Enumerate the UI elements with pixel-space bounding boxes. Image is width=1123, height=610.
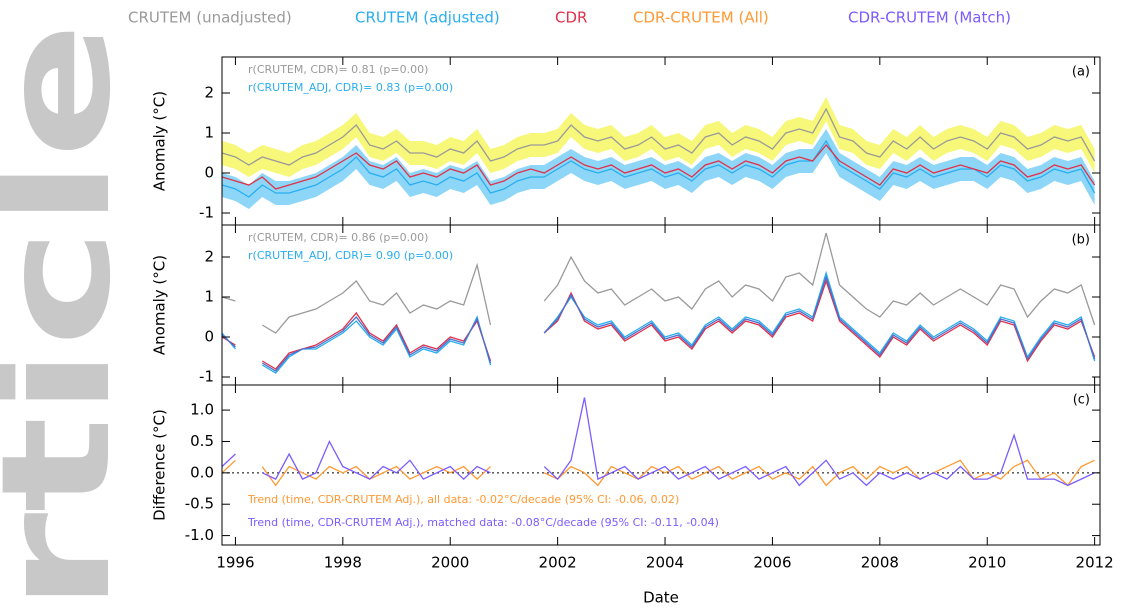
x-tick-label: 2004 (646, 554, 684, 572)
panel-label: (c) (1073, 393, 1090, 408)
annotation: r(CRUTEM_ADJ, CDR)= 0.83 (p=0.00) (248, 81, 453, 94)
plot-area (222, 97, 1096, 209)
y-tick-label: 2 (204, 84, 214, 102)
annotation: r(CRUTEM_ADJ, CDR)= 0.90 (p=0.00) (248, 249, 453, 262)
annotation: r(CRUTEM, CDR)= 0.86 (p=0.00) (248, 231, 428, 244)
series-line (222, 143, 1096, 190)
x-axis-label: Date (643, 589, 679, 607)
legend-entry: CDR (555, 9, 587, 27)
y-tick-label: -1 (199, 204, 214, 222)
y-tick-label: 2 (204, 248, 214, 266)
y-tick-label: -1 (199, 368, 214, 386)
y-axis-label: Anomaly (°C) (151, 255, 169, 355)
plot-area (222, 232, 1096, 374)
x-tick-label: 2010 (968, 554, 1006, 572)
series-line (222, 232, 1096, 334)
panel-label: (b) (1072, 233, 1090, 248)
watermark: rticle (0, 22, 144, 610)
legend-entry: CDR-CRUTEM (Match) (848, 9, 1011, 27)
x-tick-label: 2008 (861, 554, 899, 572)
x-tick-label: 2002 (539, 554, 577, 572)
annotation: r(CRUTEM, CDR)= 0.81 (p=0.00) (248, 63, 428, 76)
y-tick-label: 0 (204, 164, 214, 182)
x-tick-label: 1998 (324, 554, 362, 572)
y-tick-label: 1 (204, 124, 214, 142)
x-tick-label: 2012 (1076, 554, 1114, 572)
series-line (222, 397, 1095, 487)
plot-area (222, 397, 1100, 487)
x-tick-label: 1996 (216, 554, 254, 572)
series-line (222, 107, 1096, 166)
series-line (222, 139, 1096, 198)
y-tick-label: -1.0 (185, 526, 214, 544)
uncertainty-band (222, 97, 1095, 177)
panel-label: (a) (1072, 65, 1090, 80)
y-tick-label: 1 (204, 288, 214, 306)
legend-entry: CRUTEM (unadjusted) (128, 9, 292, 27)
series-line (222, 270, 1096, 374)
y-tick-label: 0 (204, 328, 214, 346)
y-tick-label: 0.0 (190, 463, 214, 481)
y-axis-label: Anomaly (°C) (151, 91, 169, 191)
x-tick-label: 2006 (753, 554, 791, 572)
x-tick-label: 2000 (431, 554, 469, 572)
y-tick-label: 0.5 (190, 432, 214, 450)
y-axis-label: Difference (°C) (151, 409, 169, 521)
series-line (222, 459, 1095, 487)
annotation: Trend (time, CDR-CRUTEM Adj.), all data:… (247, 493, 679, 506)
y-tick-label: 1.0 (190, 401, 214, 419)
panel-frame (221, 384, 1101, 546)
y-tick-label: -0.5 (185, 495, 214, 513)
legend-entry: CRUTEM (adjusted) (355, 9, 500, 27)
legend-entry: CDR-CRUTEM (All) (633, 9, 769, 27)
annotation: Trend (time, CDR-CRUTEM Adj.), matched d… (247, 516, 719, 529)
